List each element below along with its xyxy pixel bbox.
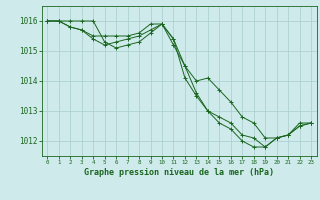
X-axis label: Graphe pression niveau de la mer (hPa): Graphe pression niveau de la mer (hPa) bbox=[84, 168, 274, 177]
